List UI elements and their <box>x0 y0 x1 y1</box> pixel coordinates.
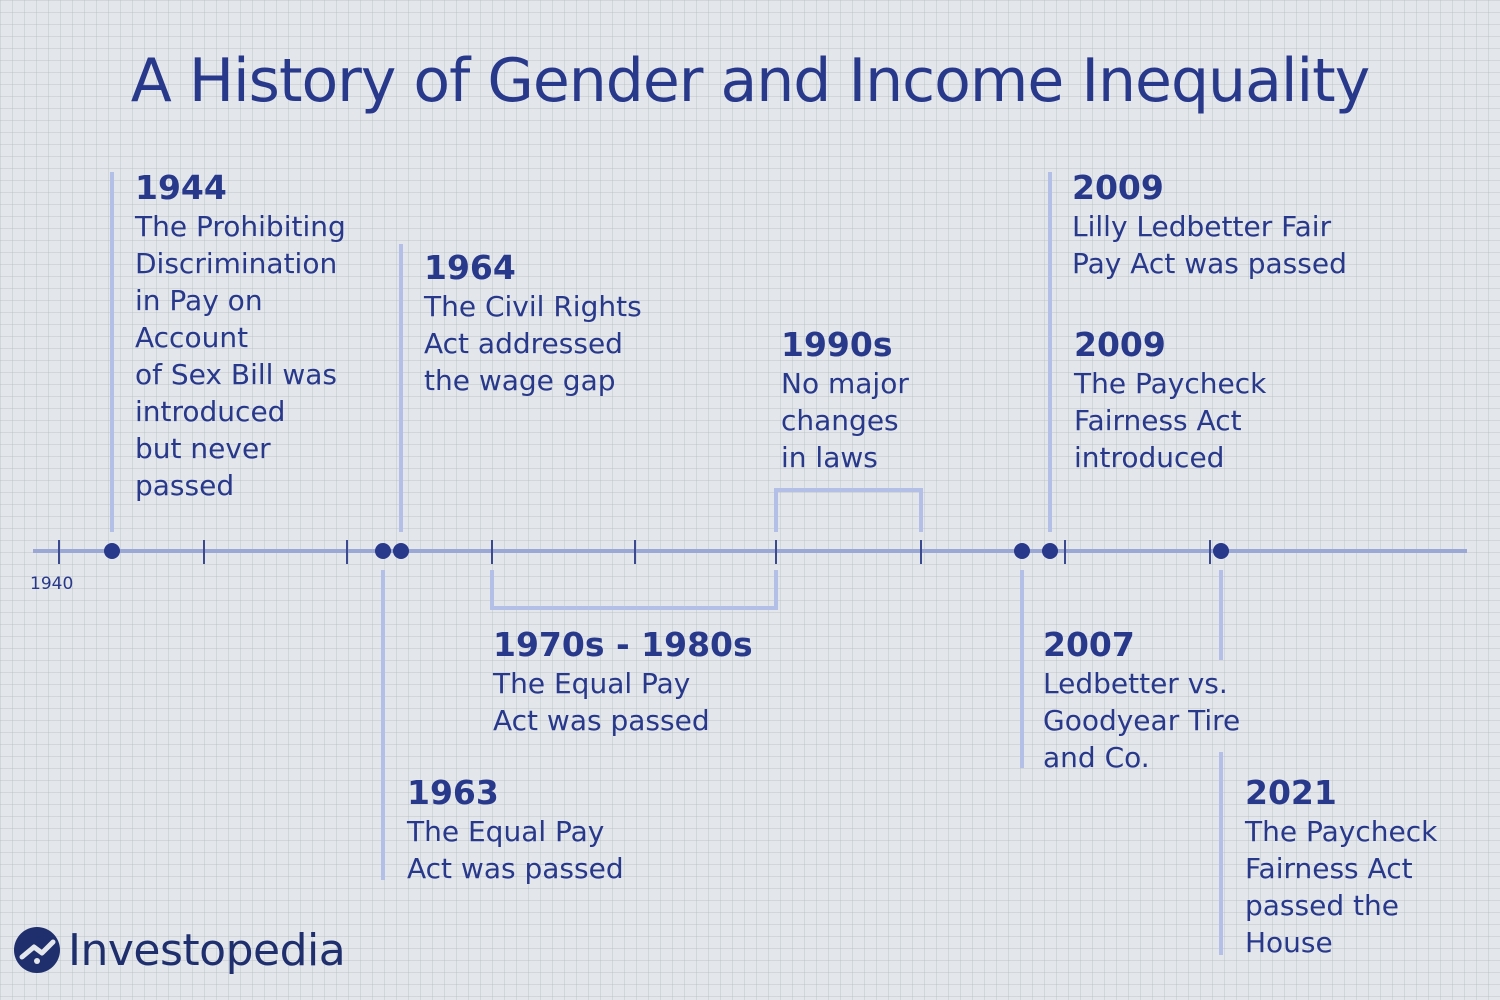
bracket-1990s <box>774 488 923 532</box>
event-year: 1963 <box>407 773 499 812</box>
event-description: The Prohibiting Discrimination in Pay on… <box>135 210 346 502</box>
event-dot-1963 <box>375 543 391 559</box>
timeline-start-label: 1940 <box>30 574 74 594</box>
event-2021: 2021 The Paycheck Fairness Act passed th… <box>1245 773 1437 961</box>
event-description: No major changes in laws <box>781 367 909 474</box>
event-year: 1964 <box>424 248 516 287</box>
event-dot-1944 <box>104 543 120 559</box>
event-1990s: 1990s No major changes in laws <box>781 325 909 476</box>
event-description: Lilly Ledbetter Fair Pay Act was passed <box>1072 210 1347 280</box>
event-2007: 2007 Ledbetter vs. Goodyear Tire and Co. <box>1043 625 1240 776</box>
event-year: 2009 <box>1072 168 1164 207</box>
event-description: The Paycheck Fairness Act introduced <box>1074 367 1267 474</box>
event-year: 1944 <box>135 168 227 207</box>
event-description: The Paycheck Fairness Act passed the Hou… <box>1245 815 1438 959</box>
event-year: 2007 <box>1043 625 1135 664</box>
event-1970s-1980s: 1970s - 1980s The Equal Pay Act was pass… <box>493 625 753 739</box>
event-description: The Civil Rights Act addressed the wage … <box>424 290 642 397</box>
event-1964: 1964 The Civil Rights Act addressed the … <box>424 248 642 399</box>
investopedia-logo: Investopedia <box>14 918 346 982</box>
event-year: 2021 <box>1245 773 1337 812</box>
event-1944: 1944 The Prohibiting Discrimination in P… <box>135 168 346 504</box>
brand-name: Investopedia <box>68 924 346 976</box>
event-2009-paycheck-fairness: 2009 The Paycheck Fairness Act introduce… <box>1074 325 1266 476</box>
investopedia-logo-icon <box>14 927 60 973</box>
event-1963: 1963 The Equal Pay Act was passed <box>407 773 624 887</box>
event-dot-2007 <box>1014 543 1030 559</box>
event-description: Ledbetter vs. Goodyear Tire and Co. <box>1043 667 1241 774</box>
event-year: 2009 <box>1074 325 1166 364</box>
event-dot-2009 <box>1042 543 1058 559</box>
event-dot-1964 <box>393 543 409 559</box>
event-year: 1990s <box>781 325 893 364</box>
event-description: The Equal Pay Act was passed <box>407 815 624 885</box>
event-dot-2021 <box>1213 543 1229 559</box>
event-description: The Equal Pay Act was passed <box>493 667 710 737</box>
event-year: 1970s - 1980s <box>493 625 753 664</box>
page-title: A History of Gender and Income Inequalit… <box>130 46 1370 116</box>
event-2009-lilly-ledbetter: 2009 Lilly Ledbetter Fair Pay Act was pa… <box>1072 168 1347 282</box>
axis-ticks <box>58 540 1211 564</box>
bracket-1970s-1980s <box>490 570 778 610</box>
